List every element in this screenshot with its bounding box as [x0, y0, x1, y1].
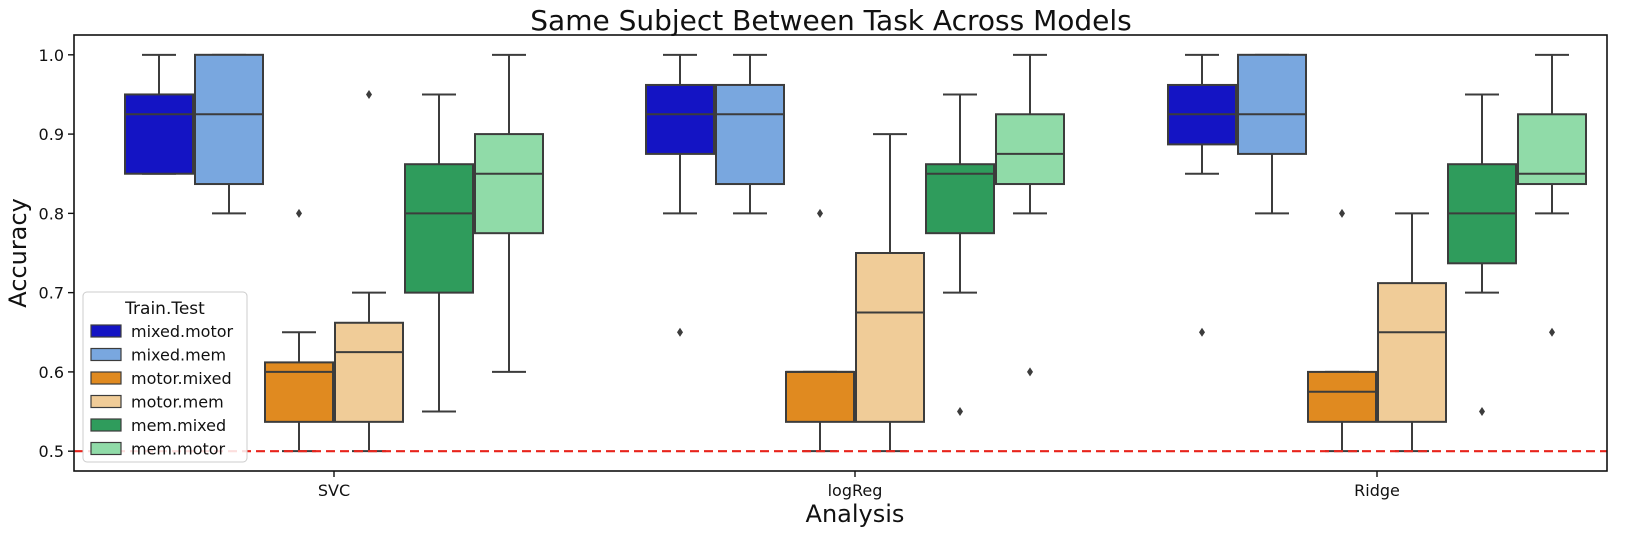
- legend-swatch: [90, 441, 122, 456]
- x-tick-label: SVC: [318, 481, 350, 500]
- box-mixed-mem: [1237, 53, 1307, 215]
- box-mem-motor: [1517, 53, 1587, 337]
- legend-swatch: [90, 418, 122, 432]
- iqr-box: [645, 83, 715, 155]
- box-motor-mixed: [1307, 208, 1377, 453]
- iqr-box: [1517, 113, 1587, 186]
- legend-items: mixed.motor mixed.mem motor.mixed motor.mem…: [90, 322, 234, 459]
- iqr-box: [855, 252, 925, 423]
- iqr-box: [334, 321, 404, 423]
- outlier-point: [366, 89, 372, 99]
- box-mem-mixed: [925, 93, 995, 417]
- box-mixed-mem: [715, 53, 785, 215]
- plot-frame: [73, 34, 1608, 472]
- legend: Train.Test mixed.motor mixed.mem motor.mix…: [82, 291, 248, 463]
- box-mem-motor: [474, 53, 544, 373]
- legend-label: mem.motor: [131, 440, 226, 459]
- iqr-box: [785, 370, 855, 423]
- legend-label: mixed.motor: [131, 322, 234, 341]
- box-mixed-motor: [1167, 53, 1237, 337]
- legend-swatch: [90, 371, 122, 385]
- iqr-box: [124, 93, 194, 175]
- y-tick-label: 0.5: [39, 442, 64, 461]
- iqr-box: [925, 163, 995, 235]
- outlier-point: [1199, 327, 1205, 337]
- y-tick-label: 0.7: [39, 284, 64, 303]
- box-mixed-motor: [645, 53, 715, 337]
- x-tick-label: logReg: [828, 481, 883, 500]
- iqr-box: [995, 113, 1065, 186]
- box-motor-mem: [855, 133, 925, 453]
- legend-swatch: [90, 324, 122, 338]
- y-axis-label: Accuracy: [4, 198, 32, 308]
- iqr-box: [1377, 282, 1447, 423]
- box-motor-mixed: [264, 208, 334, 453]
- iqr-box: [194, 53, 264, 186]
- iqr-box: [1307, 370, 1377, 423]
- box-mixed-motor: [124, 53, 194, 175]
- box-motor-mixed: [785, 208, 855, 453]
- iqr-box: [474, 133, 544, 235]
- legend-swatch: [90, 394, 122, 409]
- box-mixed-mem: [194, 53, 264, 215]
- legend-swatch: [90, 347, 122, 362]
- iqr-box: [1237, 53, 1307, 155]
- plot-area: [74, 53, 1607, 453]
- outlier-point: [1479, 407, 1485, 417]
- outlier-point: [296, 208, 302, 218]
- outlier-point: [1339, 208, 1345, 218]
- outlier-point: [957, 407, 963, 417]
- chart-title: Same Subject Between Task Across Models: [530, 4, 1131, 37]
- legend-label: motor.mixed: [131, 369, 232, 388]
- y-tick-label: 0.9: [39, 125, 64, 144]
- outlier-point: [677, 327, 683, 337]
- outlier-point: [1027, 367, 1033, 377]
- x-axis: SVC logReg Ridge: [318, 471, 1400, 500]
- y-tick-label: 0.6: [39, 363, 64, 382]
- y-tick-label: 0.8: [39, 204, 64, 223]
- x-tick-label: Ridge: [1354, 481, 1400, 500]
- y-tick-label: 1.0: [39, 46, 64, 65]
- outlier-point: [817, 208, 823, 218]
- outlier-point: [1549, 327, 1555, 337]
- box-mem-mixed: [404, 93, 474, 413]
- y-axis: 0.5 0.6 0.7 0.8 0.9 1.0: [39, 46, 74, 461]
- legend-label: motor.mem: [131, 393, 224, 412]
- iqr-box: [404, 163, 474, 294]
- legend-label: mem.mixed: [131, 416, 226, 435]
- legend-label: mixed.mem: [131, 346, 226, 365]
- iqr-box: [715, 83, 785, 186]
- legend-title: Train.Test: [124, 299, 205, 319]
- box-motor-mem: [334, 89, 404, 453]
- box-mem-mixed: [1447, 93, 1517, 417]
- x-axis-label: Analysis: [806, 500, 905, 528]
- legend-frame: [82, 291, 248, 463]
- box-motor-mem: [1377, 212, 1447, 453]
- box-mem-motor: [995, 53, 1065, 377]
